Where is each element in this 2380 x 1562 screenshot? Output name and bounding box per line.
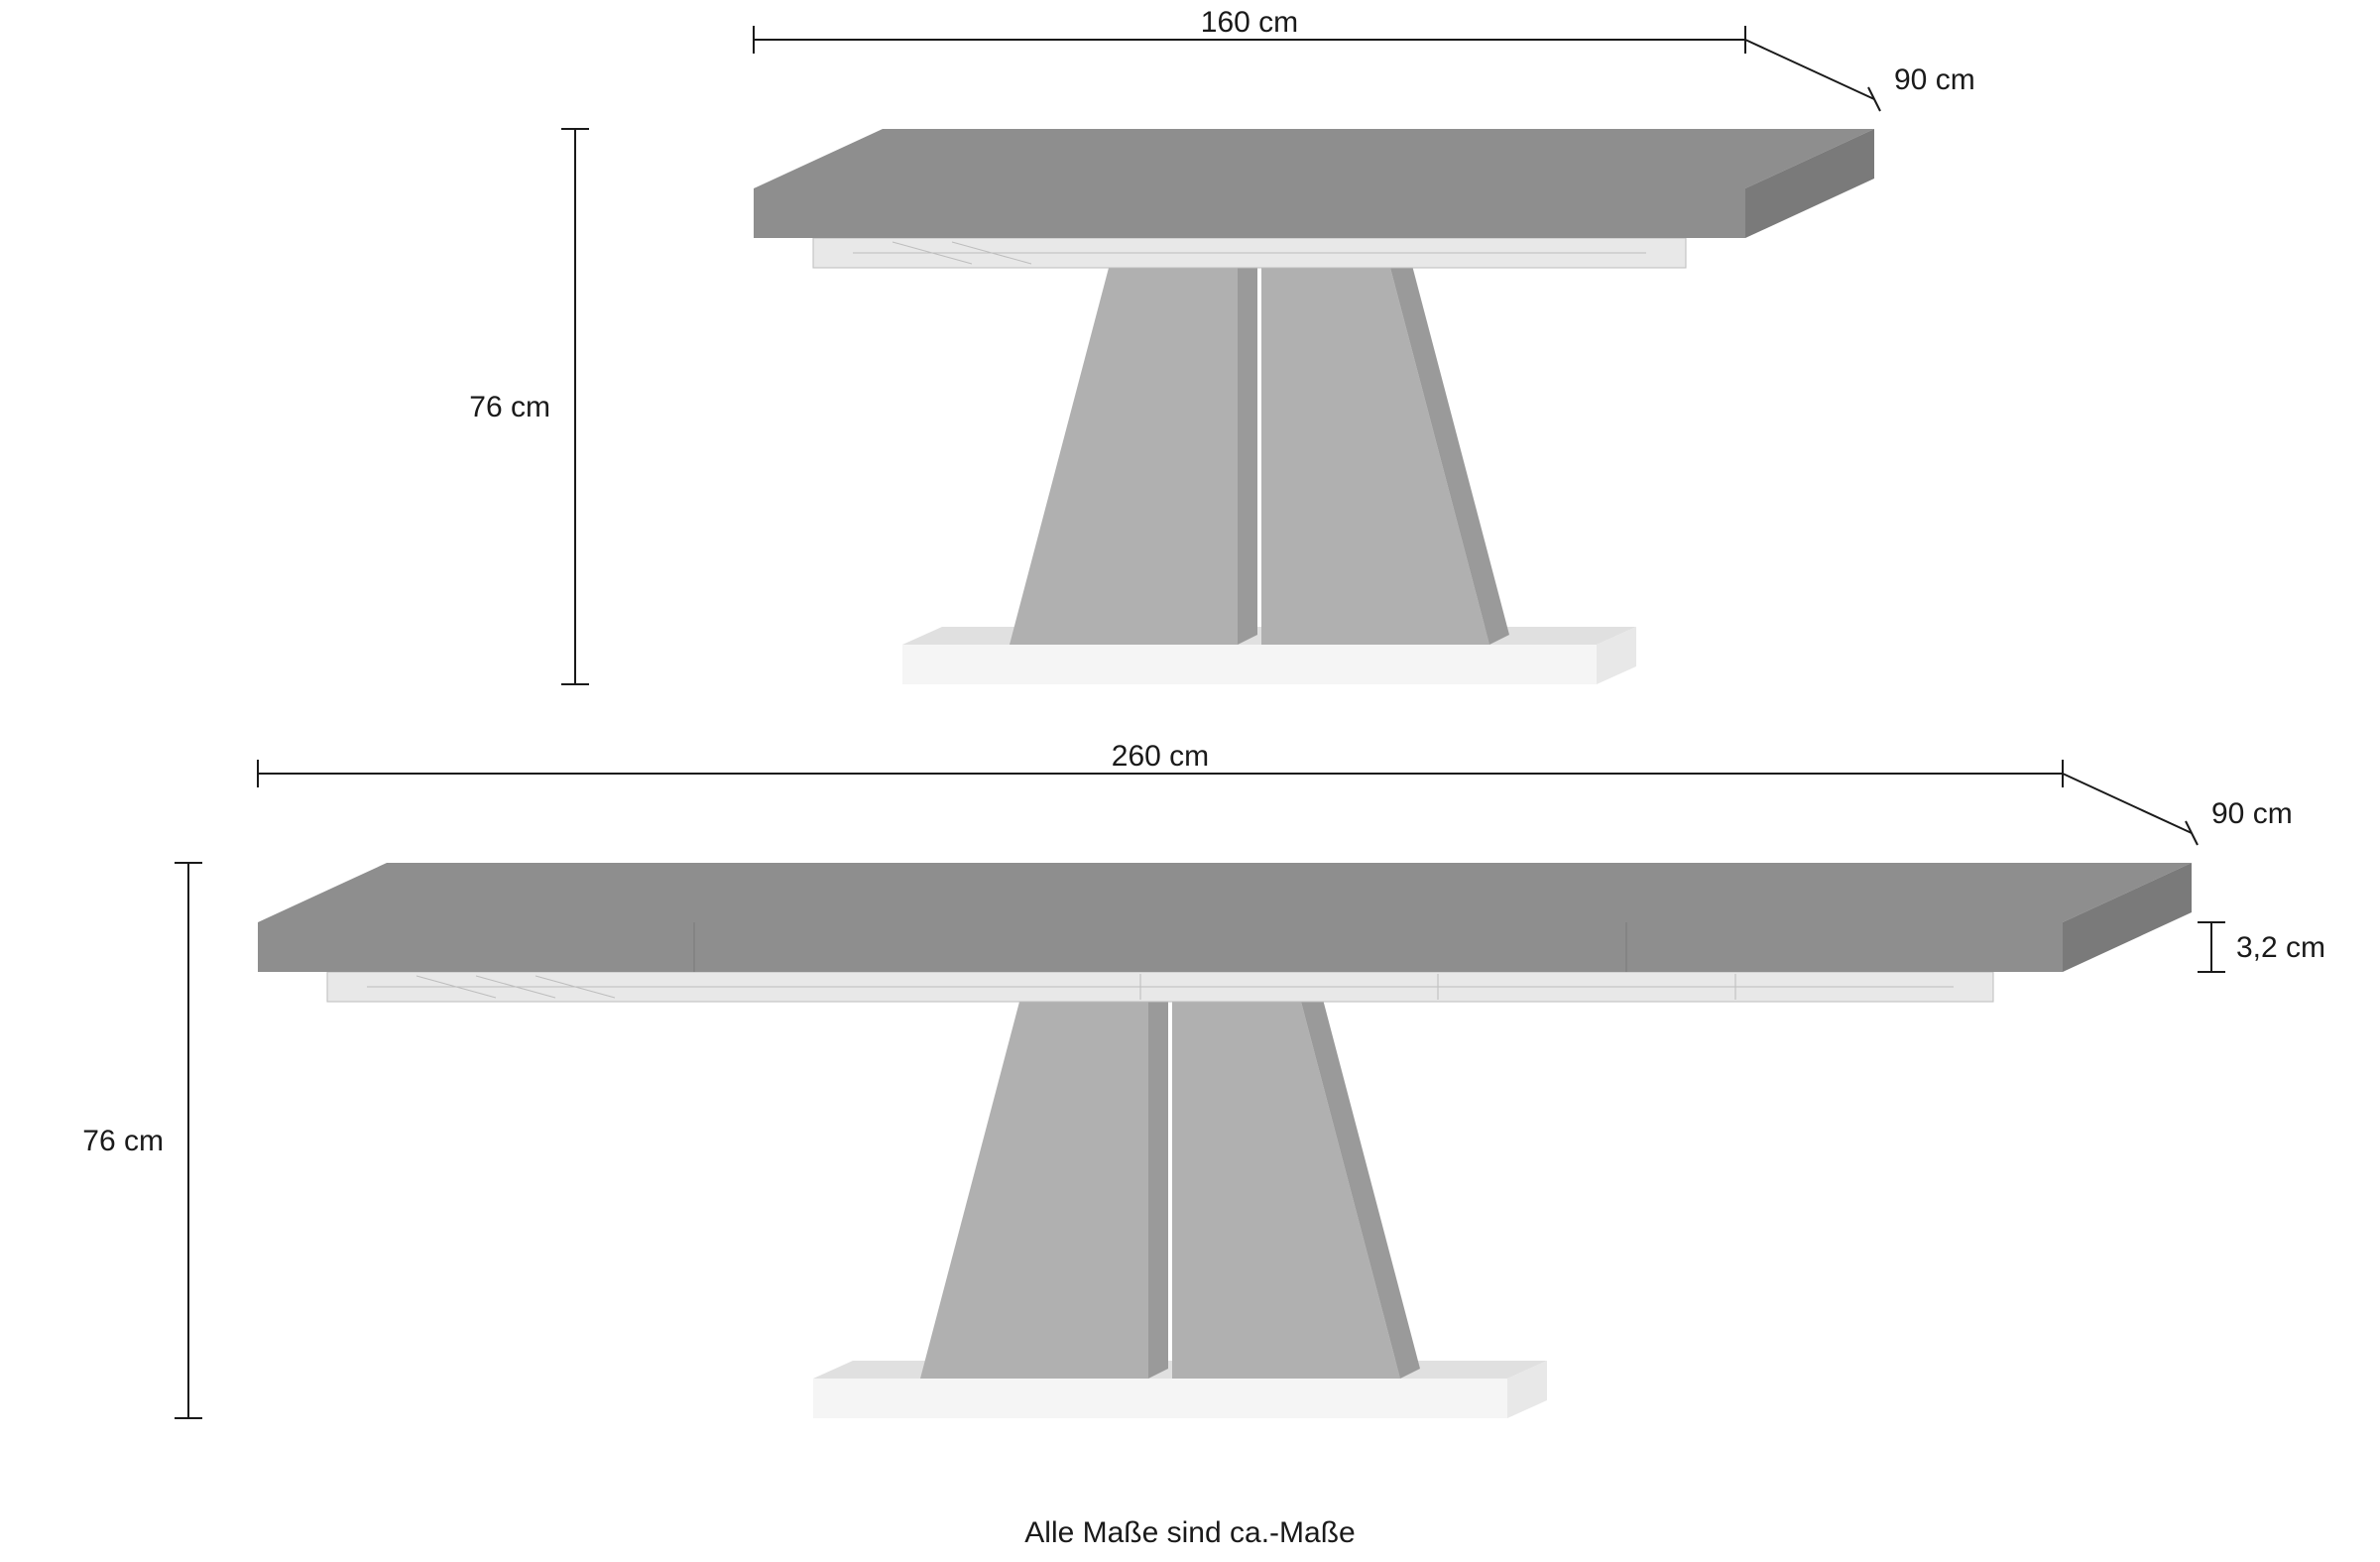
- dim-extended-depth: 90 cm: [2063, 774, 2293, 845]
- dim-compact-depth-label: 90 cm: [1894, 63, 1975, 96]
- dim-extended-width-label: 260 cm: [1112, 740, 1209, 773]
- table-compact: 160 cm 90 cm 76 cm: [469, 6, 1974, 684]
- dim-compact-width: 160 cm: [754, 6, 1745, 54]
- diagram-canvas: 160 cm 90 cm 76 cm: [0, 0, 2380, 1562]
- dim-compact-depth: 90 cm: [1745, 40, 1975, 111]
- table-extended-top: [258, 863, 2192, 972]
- table-compact-legs: [1010, 258, 1509, 645]
- table-extended-legs: [920, 992, 1420, 1379]
- dim-extended-thickness-label: 3,2 cm: [2236, 931, 2325, 964]
- dim-compact-width-label: 160 cm: [1201, 6, 1298, 39]
- dim-extended-depth-label: 90 cm: [2211, 797, 2293, 830]
- table-compact-rail: [813, 238, 1686, 268]
- dim-extended-thickness: 3,2 cm: [2198, 922, 2325, 972]
- table-extended: 260 cm 90 cm 3,2 cm 76 cm: [82, 740, 2325, 1418]
- dim-compact-height: 76 cm: [469, 129, 589, 684]
- table-compact-top: [754, 129, 1874, 238]
- dim-extended-height-label: 76 cm: [82, 1125, 164, 1157]
- dim-extended-width: 260 cm: [258, 740, 2063, 787]
- dimension-drawing: 160 cm 90 cm 76 cm: [0, 0, 2380, 1562]
- table-extended-rail: [327, 972, 1993, 1002]
- dim-extended-height: 76 cm: [82, 863, 202, 1418]
- footnote-text: Alle Maße sind ca.-Maße: [1024, 1516, 1355, 1549]
- dim-compact-height-label: 76 cm: [469, 391, 550, 423]
